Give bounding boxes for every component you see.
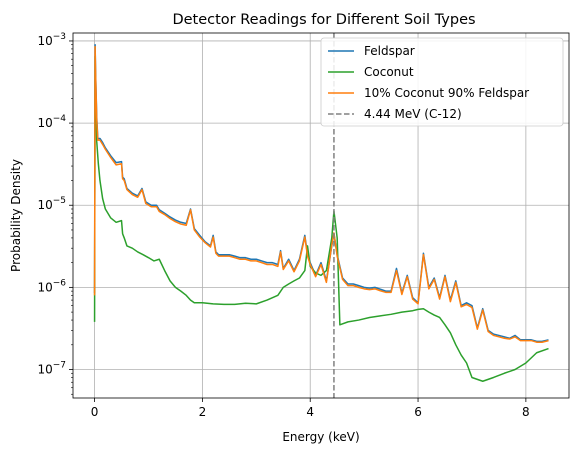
legend-box: [320, 37, 564, 127]
axes-frame: [72, 32, 570, 399]
series-line-1: [93, 55, 549, 382]
y-axis-label: Probability Density: [9, 159, 23, 272]
legend-label: 4.44 MeV (C-12): [364, 107, 462, 121]
x-tick-label: 0: [91, 405, 99, 419]
chart-title: Detector Readings for Different Soil Typ…: [172, 12, 475, 28]
y-tick-label: 10−6: [37, 278, 66, 294]
y-tick-label: 10−5: [37, 196, 66, 212]
x-tick-label: 2: [199, 405, 207, 419]
y-tick-label: 10−4: [37, 114, 66, 130]
legend-label: Coconut: [364, 65, 414, 79]
legend-label: 10% Coconut 90% Feldspar: [364, 86, 529, 100]
y-tick-label: 10−7: [37, 361, 66, 377]
x-tick-label: 4: [306, 405, 314, 419]
x-axis: 0 2 4 6 8: [91, 398, 530, 419]
x-tick-label: 6: [414, 405, 422, 419]
x-tick-label: 8: [522, 405, 530, 419]
y-tick-label: 10−3: [37, 32, 66, 48]
y-axis: 10−7 10−6 10−5 10−4 10−3: [37, 32, 73, 395]
x-axis-label: Energy (keV): [282, 430, 359, 444]
legend-label: Feldspar: [364, 44, 415, 58]
series-line-2: [93, 46, 549, 343]
legend: Feldspar Coconut 10% Coconut 90% Feldspar 4…: [320, 37, 564, 127]
